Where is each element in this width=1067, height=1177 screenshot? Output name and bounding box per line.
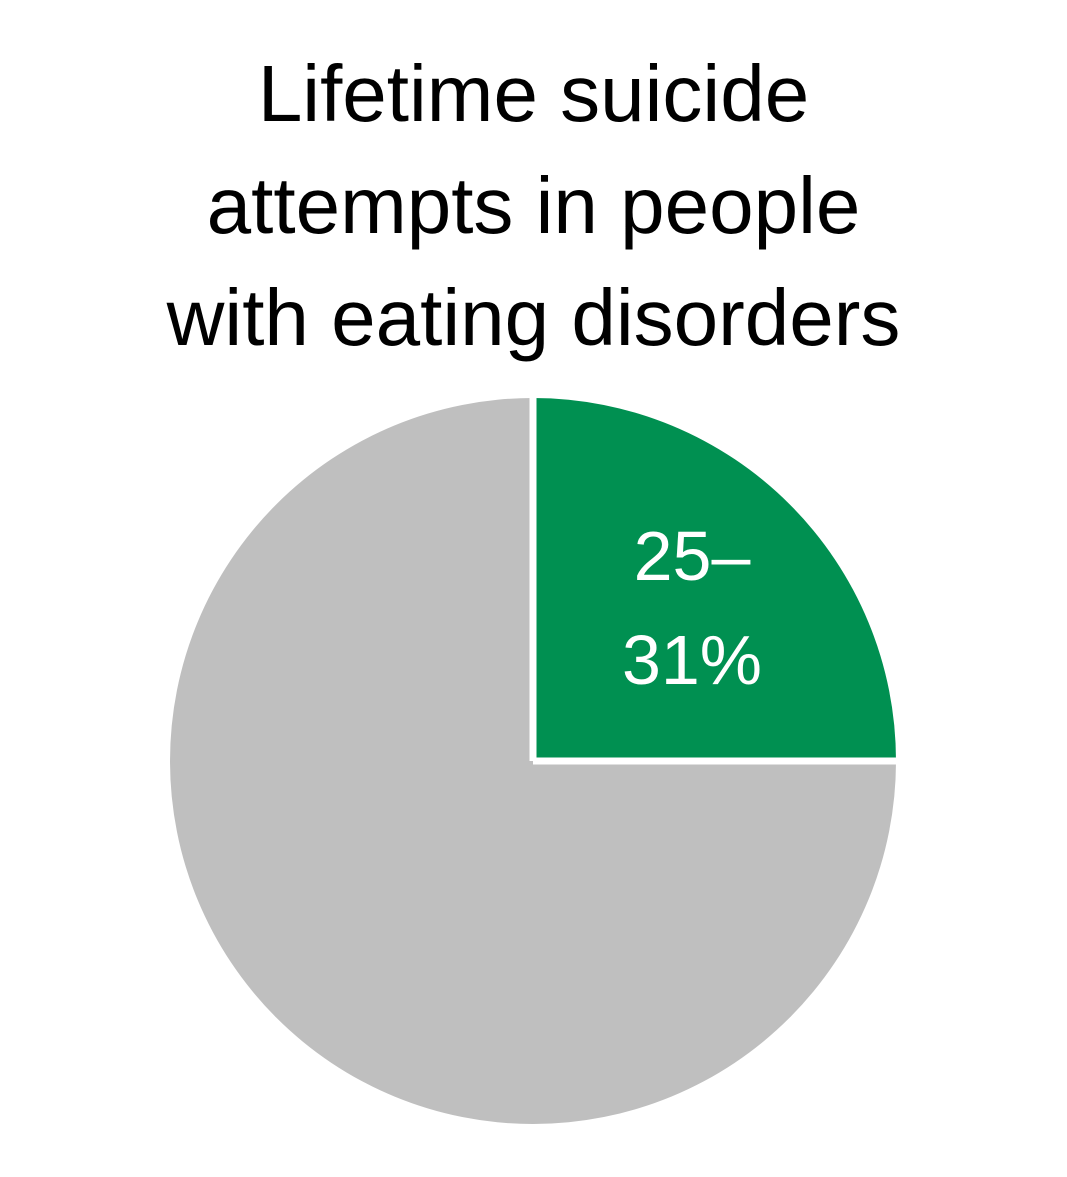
chart-title-line-1: Lifetime suicide bbox=[257, 49, 810, 138]
chart-title-line-2: attempts in people bbox=[206, 161, 861, 250]
slice-separators bbox=[529, 398, 896, 765]
slice-label-line-1: 25– bbox=[634, 517, 751, 595]
chart-title-line-3: with eating disorders bbox=[166, 273, 901, 362]
pie-slice-1 bbox=[533, 398, 896, 761]
slice-label-line-2: 31% bbox=[622, 621, 762, 699]
chart-title: Lifetime suicide attempts in people with… bbox=[0, 38, 1067, 374]
